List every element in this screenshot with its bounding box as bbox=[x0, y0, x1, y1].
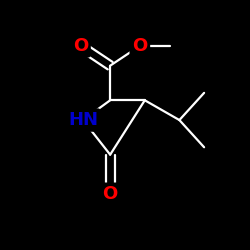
Text: HN: HN bbox=[68, 111, 98, 129]
Text: O: O bbox=[132, 37, 148, 55]
Text: O: O bbox=[73, 37, 88, 55]
Text: O: O bbox=[102, 185, 118, 203]
